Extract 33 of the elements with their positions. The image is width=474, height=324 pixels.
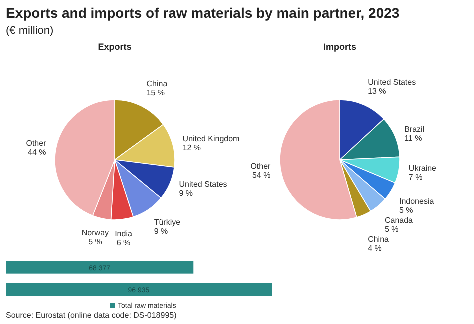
slice-label: China <box>368 234 390 244</box>
data-label: 11 % <box>404 134 422 143</box>
slice-label: Indonesia <box>399 196 435 206</box>
slice-label: United Kingdom <box>182 134 240 144</box>
slice-label: Brazil <box>404 124 425 134</box>
data-label: 5 % <box>399 206 414 215</box>
data-label: 6 % <box>116 238 131 248</box>
data-label: 9 % <box>154 226 168 236</box>
slice-label: United States <box>368 78 416 87</box>
slice-label: Türkiye <box>154 218 182 227</box>
data-label: 13 % <box>368 86 386 96</box>
data-label: 12 % <box>182 144 202 153</box>
slice-label: Other <box>250 162 272 171</box>
data-label: 44 % <box>28 148 46 157</box>
slice-label: Ukraine <box>408 164 438 174</box>
slice-label: China <box>146 80 168 89</box>
data-label: 5 % <box>384 224 399 234</box>
slice-label: India <box>115 229 133 238</box>
slice-label: Norway <box>82 228 110 238</box>
text: Exports and imports of raw materials by main partner, 2023 <box>6 5 400 21</box>
data-label: 5 % <box>88 237 102 246</box>
data-label: 54 % <box>252 170 271 180</box>
data-label: 15 % <box>146 88 166 98</box>
slice-label: United States <box>179 180 228 189</box>
chart-title: Imports <box>323 42 357 52</box>
source-note: Source: Eurostat (online data code: DS-018995) <box>6 311 178 320</box>
data-label: 4 % <box>368 244 382 253</box>
slice-label: Canada <box>384 216 414 225</box>
data-label: 7 % <box>408 173 423 182</box>
chart-title: Exports <box>98 42 132 52</box>
data-label: 9 % <box>179 188 194 198</box>
slice-label: Other <box>26 138 47 148</box>
text: (€ million) <box>6 25 54 37</box>
